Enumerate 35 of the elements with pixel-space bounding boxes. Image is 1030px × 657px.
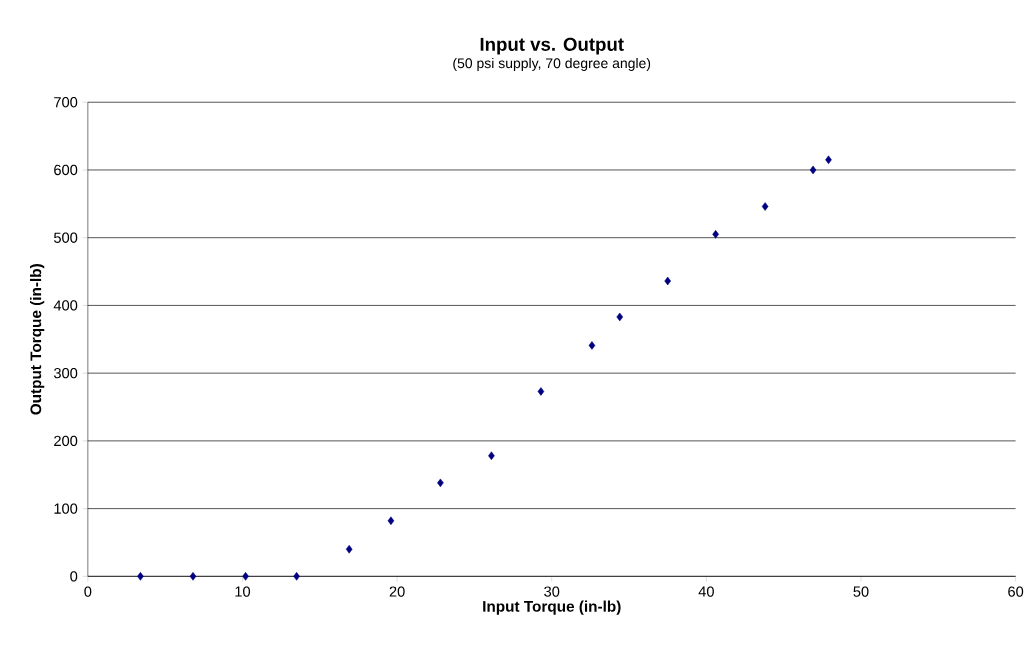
y-tick-label: 0 [70, 570, 78, 582]
y-tick-label: 300 [53, 367, 78, 379]
y-tick-label: 100 [54, 503, 78, 514]
point [664, 276, 671, 286]
x-tick-label: 30 [544, 586, 560, 597]
point [825, 155, 832, 164]
point [488, 451, 495, 460]
x-tick-label: 60 [1008, 586, 1024, 597]
x-tick-label: 20 [389, 586, 405, 597]
y-tick-label: 600 [54, 164, 78, 175]
chart-subtitle: (50 psi supply, 70 degree angle) [453, 57, 651, 71]
point [242, 571, 249, 581]
y-axis-title: Output Torque (in-lb) [30, 263, 45, 415]
point [588, 340, 596, 350]
point [345, 544, 353, 554]
point [387, 516, 395, 525]
point [537, 386, 545, 396]
x-axis-title: Input Torque (in-lb) [483, 600, 621, 615]
point [616, 312, 624, 322]
y-tick-label: 200 [54, 435, 78, 446]
point [137, 571, 144, 581]
point [761, 202, 769, 211]
y-tick-label: 700 [54, 96, 78, 108]
point [809, 165, 817, 175]
y-tick-label: 500 [53, 232, 78, 243]
y-tick-label: 400 [53, 300, 78, 311]
chart-title: Input vs. Output [480, 37, 624, 55]
point [437, 478, 444, 487]
point [189, 571, 197, 581]
point [712, 229, 719, 239]
x-tick-label: 10 [235, 586, 251, 597]
point [293, 571, 300, 581]
x-tick-label: 50 [853, 586, 869, 597]
x-tick-label: 40 [698, 586, 714, 597]
x-tick-label: 0 [84, 586, 92, 597]
